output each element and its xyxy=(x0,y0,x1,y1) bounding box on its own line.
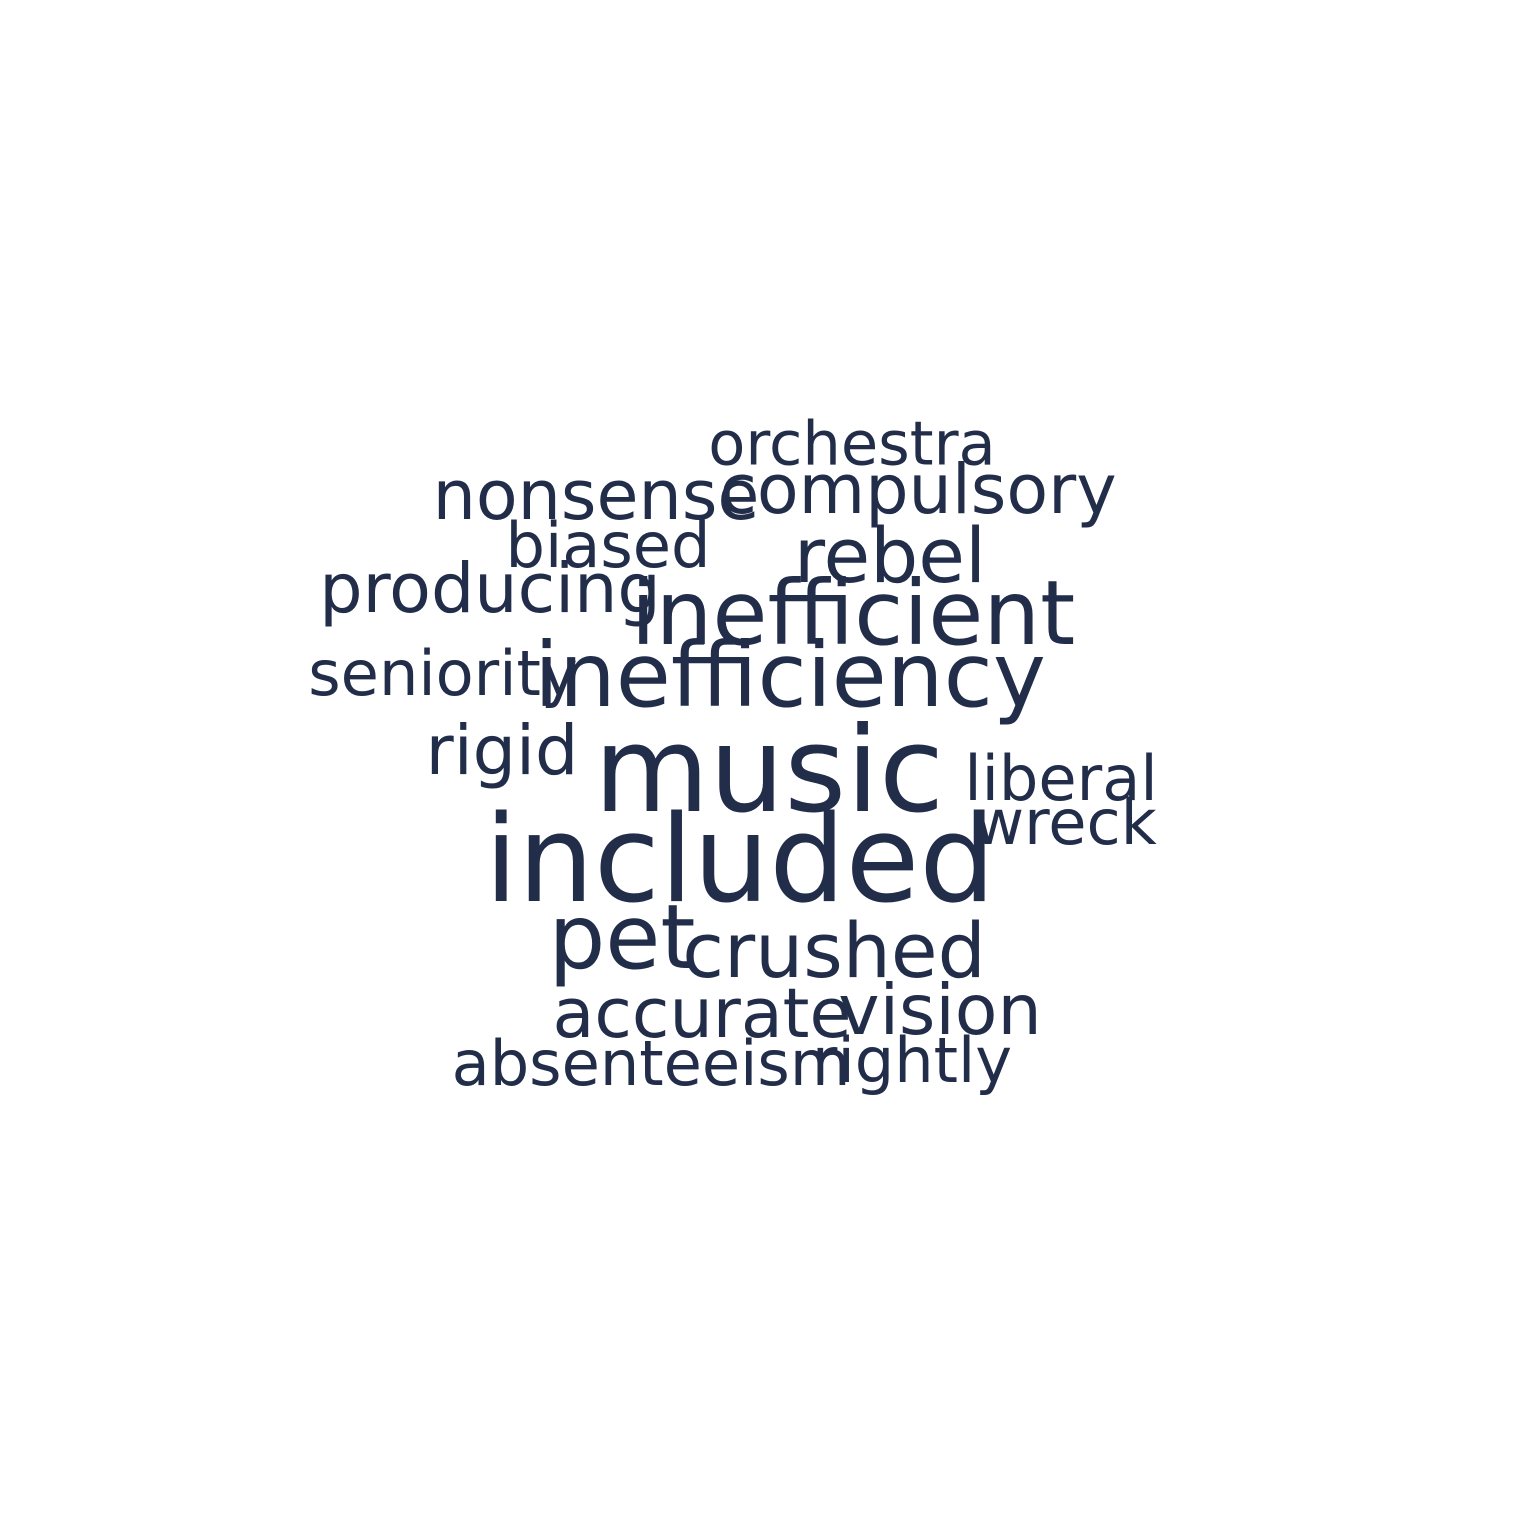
word-orchestra: orchestra xyxy=(708,409,996,480)
word-producing: producing xyxy=(319,549,661,629)
word-wreck: wreck xyxy=(973,785,1157,859)
word-rightly: rightly xyxy=(811,1023,1013,1097)
word-absenteeism: absenteeism xyxy=(451,1026,851,1100)
word-pet: pet xyxy=(548,886,696,991)
word-liberal: liberal xyxy=(964,741,1158,815)
word-compulsory: compulsory xyxy=(719,450,1117,530)
word-rigid: rigid xyxy=(425,711,579,791)
word-seniority: seniority xyxy=(308,636,578,710)
word-inefficient: inefficient xyxy=(630,562,1076,667)
word-biased: biased xyxy=(505,508,711,582)
word-included: included xyxy=(484,791,996,930)
word-crushed: crushed xyxy=(682,907,986,996)
word-rebel: rebel xyxy=(793,512,987,601)
word-accurate: accurate xyxy=(552,974,852,1054)
word-nonsense: nonsense xyxy=(432,456,760,536)
word-vision: vision xyxy=(838,970,1042,1052)
word-inefficiency: inefficiency xyxy=(534,624,1046,729)
word-music: music xyxy=(593,700,945,839)
